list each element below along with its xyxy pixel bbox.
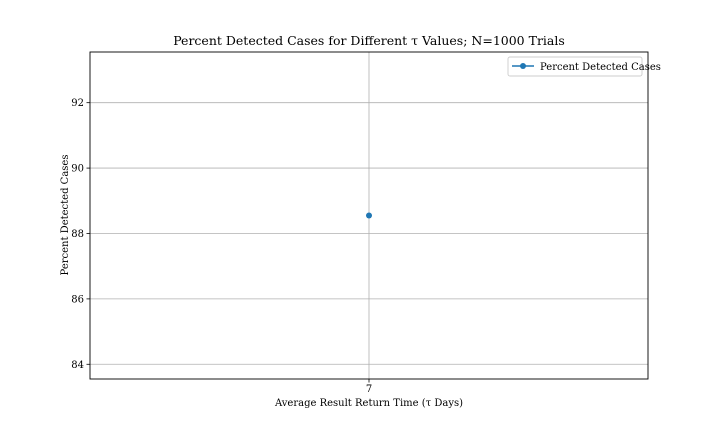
x-axis-label: Average Result Return Time (τ Days) bbox=[274, 398, 463, 409]
y-tick-label: 86 bbox=[71, 294, 84, 305]
y-tick-label: 90 bbox=[71, 164, 84, 175]
data-layer bbox=[366, 212, 372, 219]
x-tick-label: 7 bbox=[366, 384, 372, 395]
ticks: 84 86 88 90 92 7 bbox=[71, 98, 372, 395]
legend-box bbox=[507, 56, 643, 77]
legend: Percent Detected Cases bbox=[507, 56, 661, 77]
legend-label: Percent Detected Cases bbox=[540, 62, 661, 73]
data-point bbox=[366, 212, 372, 219]
y-tick-label: 92 bbox=[71, 98, 84, 109]
legend-marker bbox=[520, 63, 526, 69]
chart-title: Percent Detected Cases for Different τ V… bbox=[173, 33, 565, 48]
y-tick-label: 84 bbox=[71, 360, 84, 371]
y-axis-label: Percent Detected Cases bbox=[60, 155, 71, 276]
y-tick-label: 88 bbox=[71, 229, 84, 240]
